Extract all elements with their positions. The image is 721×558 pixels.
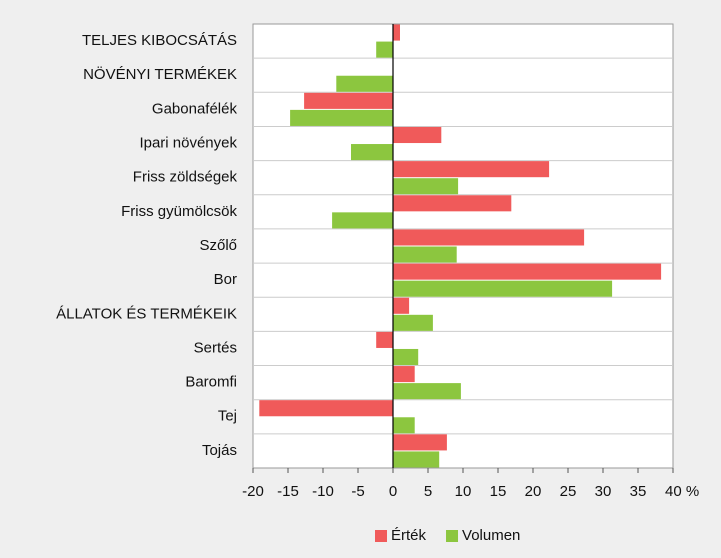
y-tick-label: Bor	[214, 271, 237, 288]
bar	[336, 75, 393, 92]
bar	[393, 348, 419, 366]
y-tick-label: Tej	[218, 408, 237, 425]
y-tick-label: Tojás	[202, 442, 237, 459]
x-tick-label: 15	[490, 483, 507, 500]
legend-label: Volumen	[462, 527, 520, 544]
bar	[393, 280, 613, 297]
bar	[393, 451, 440, 468]
y-tick-label: Szőlő	[199, 237, 237, 254]
y-tick-label: Friss gyümölcsök	[121, 203, 237, 220]
x-tick-label: 0	[389, 483, 397, 500]
bar	[393, 161, 550, 178]
y-tick-label: Gabonafélék	[152, 100, 238, 117]
x-tick-label: 5	[424, 483, 432, 500]
y-tick-label: Friss zöldségek	[133, 169, 238, 186]
x-tick-label: 10	[455, 483, 472, 500]
bar	[393, 126, 442, 144]
bar	[393, 263, 662, 280]
bar	[351, 144, 393, 161]
x-tick-label: -15	[277, 483, 299, 500]
y-tick-label: Ipari növények	[139, 135, 237, 152]
bar	[304, 92, 393, 109]
bar	[393, 229, 585, 246]
bar	[393, 24, 400, 41]
bar	[376, 331, 393, 348]
bar	[393, 195, 512, 212]
bar	[393, 383, 461, 400]
legend-label: Érték	[391, 527, 427, 544]
legend-swatch	[375, 530, 387, 542]
bar	[332, 212, 393, 229]
y-tick-label: TELJES KIBOCSÁTÁS	[82, 32, 237, 49]
bar	[393, 434, 447, 451]
legend-swatch	[446, 530, 459, 542]
y-tick-label: ÁLLATOK ÉS TERMÉKEIK	[56, 305, 237, 322]
bar	[376, 41, 393, 58]
bar	[393, 417, 415, 434]
bar	[290, 109, 393, 126]
bar	[259, 400, 393, 417]
y-tick-label: Baromfi	[185, 374, 237, 391]
y-tick-label: Sertés	[194, 339, 237, 356]
bar	[393, 314, 433, 331]
x-tick-label: 35	[630, 483, 647, 500]
bar	[393, 178, 459, 195]
x-tick-label: -10	[312, 483, 334, 500]
bar	[393, 366, 415, 383]
x-tick-label: -20	[242, 483, 264, 500]
y-tick-label: NÖVÉNYI TERMÉKEK	[83, 65, 237, 83]
x-tick-label: -5	[351, 483, 364, 500]
x-tick-label: 20	[525, 483, 542, 500]
x-tick-label: 30	[595, 483, 612, 500]
bar	[393, 297, 410, 314]
x-tick-label: 40 %	[665, 483, 699, 500]
x-tick-label: 25	[560, 483, 577, 500]
bar	[393, 246, 457, 263]
